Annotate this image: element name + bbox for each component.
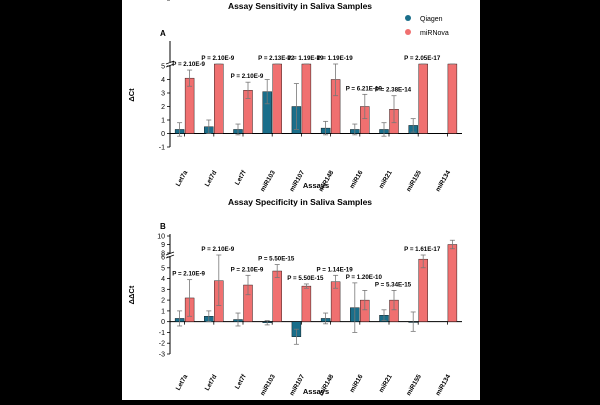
p-value-annotation-let7d: P = 2.10E-9 <box>201 55 234 62</box>
legend-marker-mirnova <box>405 29 411 35</box>
x-tick-label-let7d: Let7d <box>204 169 219 188</box>
bar-mirnova-mir103 <box>272 63 282 134</box>
p-value-annotation-mir148: P = 1.19E-19 <box>317 55 354 62</box>
x-tick-label-mir134: miR134 <box>435 169 453 193</box>
x-tick-label-mir155: miR155 <box>405 373 423 397</box>
x-axis-label: Assays <box>303 181 329 190</box>
bar-mirnova-mir155 <box>418 258 428 322</box>
y-tick-label: 3 <box>161 287 165 294</box>
x-tick-label-mir103: miR103 <box>259 373 277 397</box>
p-value-annotation-mir103: P = 5.50E-15 <box>258 256 295 263</box>
y-tick-label: 2 <box>161 298 165 305</box>
legend-label-mirnova: miRNova <box>420 30 449 37</box>
x-tick-label-mir16: miR16 <box>349 373 365 394</box>
x-tick-label-let7d: Let7d <box>204 373 219 392</box>
bar-mirnova-mir103 <box>272 270 282 322</box>
x-tick-label-let7a: Let7a <box>175 169 190 188</box>
y-tick-label: 3 <box>161 91 165 98</box>
legend-marker-qiagen <box>405 15 411 21</box>
p-value-annotation-let7f: P = 2.10E-9 <box>231 73 264 80</box>
y-tick-label: -3 <box>159 352 165 359</box>
y-tick-label: 10 <box>157 0 165 2</box>
bar-mirnova-mir155 <box>418 63 428 134</box>
chart-title-b: Assay Specificity in Saliva Samples <box>228 197 372 207</box>
y-tick-label: 4 <box>161 276 165 283</box>
y-tick-label: 1 <box>161 308 165 315</box>
p-value-annotation-mir155: P = 1.61E-17 <box>404 246 441 253</box>
y-tick-label: 8 <box>161 251 165 258</box>
p-value-annotation-mir107: P = 5.50E-15 <box>287 275 324 282</box>
x-tick-label-mir21: miR21 <box>378 373 394 394</box>
axis-break-mark <box>165 254 175 259</box>
y-tick-label: 5 <box>161 265 165 272</box>
y-tick-label: 4 <box>161 77 165 84</box>
bar-mirnova-let7d <box>214 63 224 134</box>
legend-label-qiagen: Qiagen <box>420 16 443 23</box>
bar-mirnova-mir107 <box>301 285 312 322</box>
x-tick-label-let7f: Let7f <box>234 169 248 187</box>
x-tick-label-let7f: Let7f <box>234 373 248 391</box>
p-value-annotation-mir107: P = 1.19E-19 <box>287 55 324 62</box>
legend: Qiagen miRNova <box>405 15 449 37</box>
y-tick-label: 9 <box>161 242 165 249</box>
x-tick-label-let7a: Let7a <box>175 373 190 392</box>
p-value-annotation-let7d: P = 2.10E-9 <box>201 246 234 253</box>
panel-letter: B <box>160 222 166 231</box>
x-tick-label-mir21: miR21 <box>378 169 394 190</box>
p-value-annotation-mir16: P = 1.20E-10 <box>346 274 383 281</box>
y-tick-label: -1 <box>159 145 165 152</box>
x-tick-label-mir134: miR134 <box>435 373 453 397</box>
x-axis-label: Assays <box>303 387 329 396</box>
y-tick-label: -2 <box>159 341 165 348</box>
x-tick-label-mir103: miR103 <box>259 169 277 193</box>
y-tick-label: 5 <box>161 64 165 71</box>
x-tick-label-mir16: miR16 <box>349 169 365 190</box>
axis-break-gap <box>166 62 174 65</box>
p-value-annotation-mir103: P = 2.13E-12 <box>258 55 295 62</box>
x-tick-label-mir155: miR155 <box>405 169 423 193</box>
y-axis-label: ΔΔCt <box>127 285 136 304</box>
y-axis-label: ΔCt <box>127 88 136 102</box>
bar-mirnova-mir134 <box>447 63 458 134</box>
chart-panel-a: -1 0 1 2 3 4 5 10 ΔCt Assays A Let7a Let7d Let7f miR10… <box>127 0 462 193</box>
p-value-annotation-let7a: P = 2.10E-9 <box>172 271 205 278</box>
bar-mirnova-mir107 <box>301 63 312 134</box>
axis-break-gap <box>166 253 174 256</box>
figure-panel: Qiagen miRNova Assay Sensitivity in Sali… <box>122 0 480 400</box>
p-value-annotation-mir155: P = 2.05E-17 <box>404 55 441 62</box>
chart-title-a: Assay Sensitivity in Saliva Samples <box>228 1 372 11</box>
y-tick-label: -1 <box>159 330 165 337</box>
chart-canvas: Qiagen miRNova Assay Sensitivity in Sali… <box>127 0 462 397</box>
p-value-annotation-mir21: P = 5.34E-15 <box>375 281 412 288</box>
y-tick-label: 1 <box>161 118 165 125</box>
y-tick-label: 0 <box>161 319 165 326</box>
p-value-annotation-mir21: P = 2.38E-14 <box>375 87 412 94</box>
p-value-annotation-mir16: P = 6.21E-19 <box>346 85 383 92</box>
panel-letter: A <box>160 29 166 38</box>
p-value-annotation-mir148: P = 1.14E-19 <box>317 266 354 273</box>
p-value-annotation-let7f: P = 2.10E-9 <box>231 266 264 273</box>
y-tick-label: 0 <box>161 131 165 138</box>
y-tick-label: 2 <box>161 104 165 111</box>
bar-mirnova-mir134 <box>447 244 458 322</box>
axis-break-mark <box>165 63 175 68</box>
chart-panel-b: -3 -2 -1 0 1 2 3 4 5 68 910 ΔΔCt Assays B Let7a Let7d Le… <box>127 222 462 397</box>
p-value-annotation-let7a: P = 2.10E-9 <box>172 61 205 68</box>
axis-break-mark <box>165 60 175 65</box>
y-tick-label: 10 <box>157 234 165 241</box>
y-tick-label: 6 <box>161 255 165 262</box>
axis-break-mark <box>165 251 175 256</box>
